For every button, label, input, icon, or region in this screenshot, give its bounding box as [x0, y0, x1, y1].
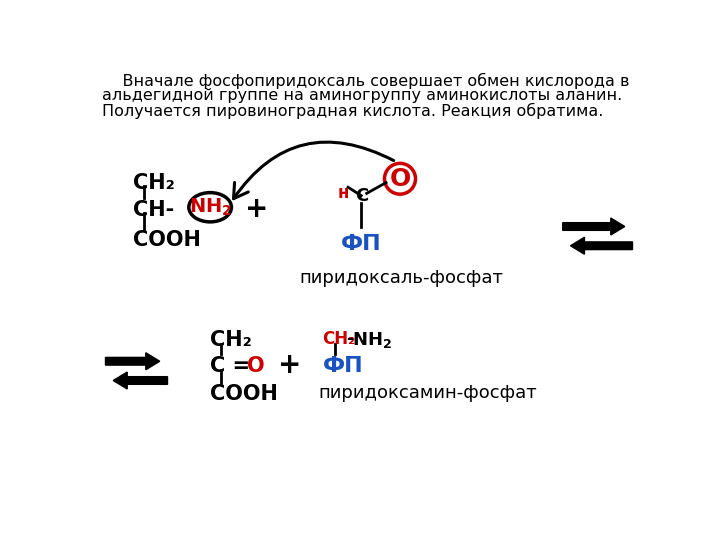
FancyArrow shape: [113, 372, 168, 389]
Text: CH₂: CH₂: [132, 173, 174, 193]
Text: COOH: COOH: [210, 384, 278, 404]
Text: пиридоксамин-фосфат: пиридоксамин-фосфат: [319, 384, 537, 402]
Text: $\mathbf{NH_2}$: $\mathbf{NH_2}$: [352, 330, 392, 350]
Text: ФП: ФП: [341, 234, 382, 254]
Text: +: +: [278, 351, 302, 379]
Text: $\mathbf{NH_2}$: $\mathbf{NH_2}$: [189, 197, 232, 218]
FancyArrow shape: [563, 218, 625, 235]
Text: CH-: CH-: [132, 200, 174, 220]
Text: н: н: [338, 184, 349, 202]
FancyArrowPatch shape: [233, 142, 394, 199]
FancyArrow shape: [106, 353, 160, 370]
Text: CH₂: CH₂: [210, 330, 252, 350]
Text: COOH: COOH: [132, 231, 200, 251]
Text: ФП: ФП: [323, 356, 363, 376]
Text: О: О: [390, 167, 410, 191]
Text: Вначале фосфопиридоксаль совершает обмен кислорода в: Вначале фосфопиридоксаль совершает обмен…: [102, 72, 629, 89]
Text: C: C: [355, 187, 368, 205]
Text: Получается пировиноградная кислота. Реакция обратима.: Получается пировиноградная кислота. Реак…: [102, 103, 603, 119]
Text: альдегидной группе на аминогруппу аминокислоты аланин.: альдегидной группе на аминогруппу аминок…: [102, 88, 622, 103]
FancyArrow shape: [570, 237, 632, 254]
Text: C =: C =: [210, 356, 258, 376]
Text: О: О: [248, 356, 265, 376]
Text: +: +: [245, 195, 269, 223]
Text: -: -: [346, 330, 353, 348]
Text: пиридоксаль-фосфат: пиридоксаль-фосфат: [300, 269, 503, 287]
Text: СН₂: СН₂: [323, 330, 356, 348]
